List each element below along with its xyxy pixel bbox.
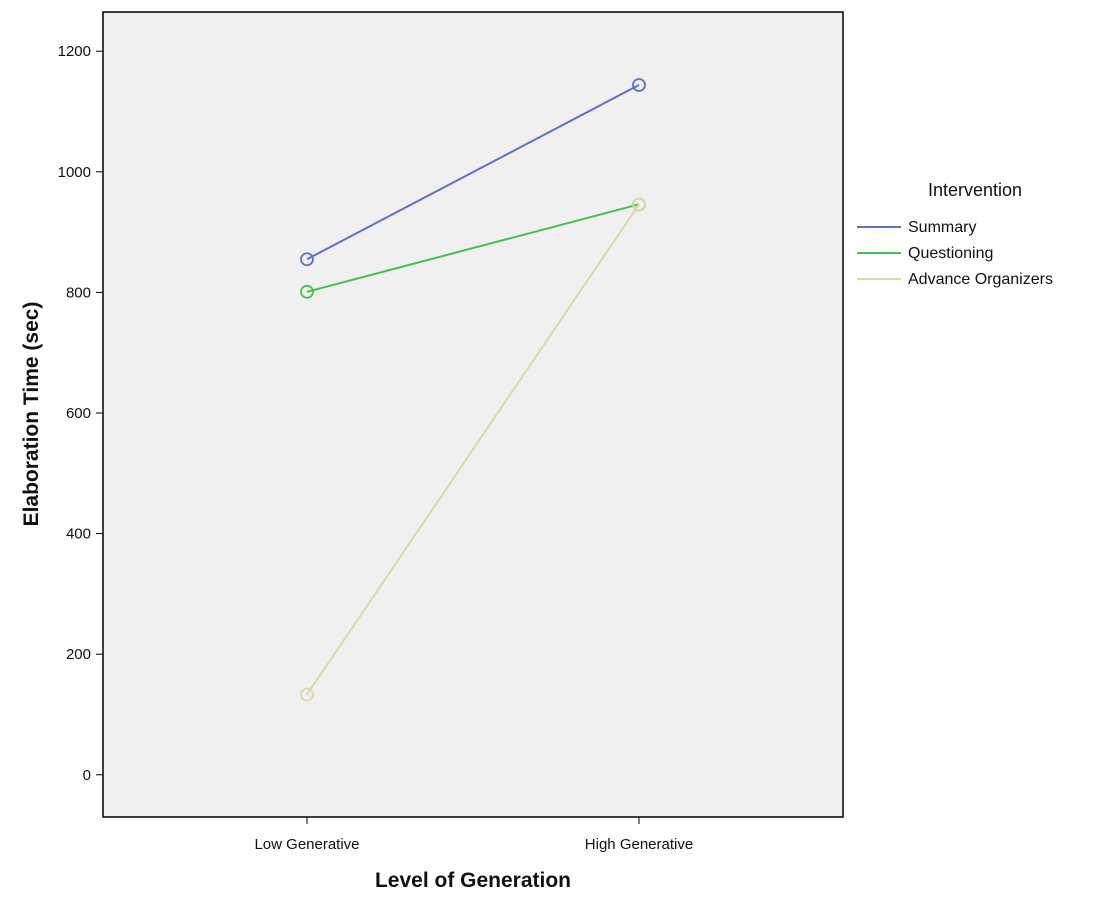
x-axis: Low Generative High Generative [254,817,693,853]
x-tick-label: High Generative [585,836,693,853]
data-point [300,252,314,267]
legend-label: Questioning [908,245,993,262]
plot-area [102,11,844,818]
y-tick-label: 200 [66,646,91,663]
y-axis: 0 200 400 600 800 1000 1200 [58,43,103,784]
series-line [306,203,640,696]
data-point [632,78,646,92]
y-tick-label: 1000 [58,164,91,181]
y-tick-label: 1200 [58,43,91,60]
legend-label: Summary [908,219,976,236]
series-line [306,84,640,261]
y-tick-label: 800 [66,284,91,301]
data-point [632,197,646,212]
x-axis-title: Level of Generation [375,869,571,892]
legend: Intervention Summary Questioning Advance O… [857,180,1053,288]
legend-title: Intervention [928,180,1022,200]
y-tick-label: 600 [66,405,91,422]
legend-items: Summary Questioning Advance Organizers [857,219,1053,288]
legend-label: Advance Organizers [908,271,1053,288]
series-layer [300,78,646,702]
y-tick-label: 0 [83,767,91,784]
y-axis-title: Elaboration Time (sec) [20,302,43,527]
y-tick-label: 400 [66,526,91,543]
data-point [300,687,314,702]
x-tick-label: Low Generative [254,836,359,853]
series-line [306,203,640,293]
data-point [300,284,314,299]
